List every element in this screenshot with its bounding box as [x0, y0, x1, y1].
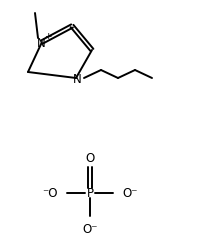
Text: N: N — [73, 72, 81, 85]
Text: O⁻: O⁻ — [82, 223, 98, 236]
Text: O⁻: O⁻ — [122, 187, 138, 199]
Text: N: N — [37, 37, 45, 50]
Text: O: O — [85, 151, 95, 165]
Text: P: P — [87, 187, 93, 199]
Text: ⁻O: ⁻O — [42, 187, 58, 199]
Text: +: + — [44, 32, 52, 41]
